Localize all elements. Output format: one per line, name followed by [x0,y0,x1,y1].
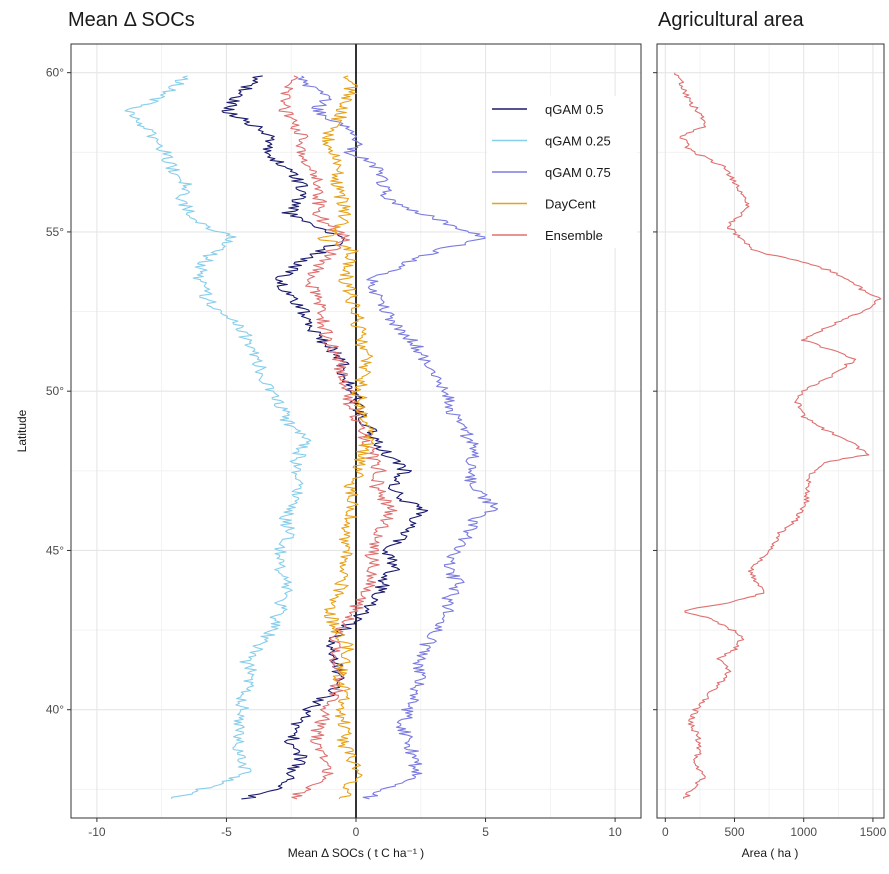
area-gridlines [657,44,884,818]
x-tick-label: -10 [88,825,106,839]
soc-x-axis-ticks: -10 -5 0 5 10 [88,818,622,839]
legend-label: qGAM 0.75 [545,165,611,180]
legend-label: qGAM 0.5 [545,102,604,117]
area-y-axis-ticks [653,72,657,711]
x-tick-label: 0 [662,825,669,839]
legend-label: DayCent [545,197,596,212]
x-tick-label: 1000 [790,825,817,839]
area-series-lines [674,72,882,799]
legend-label: qGAM 0.25 [545,134,611,149]
series-line-qgam-0-75 [297,75,499,800]
soc-y-axis-label: Latitude [15,409,29,452]
soc-panel-title: Mean Δ SOCs [68,9,195,31]
series-line-area [674,72,882,799]
soc-y-axis-ticks: 40° 45° 50° 55° 60° [46,66,71,717]
y-tick-label: 45° [46,543,64,557]
area-x-axis-ticks: 0 500 1000 1500 [662,818,887,839]
soc-series-lines [124,75,499,800]
soc-panel: Mean Δ SOCs -10 -5 0 5 10 40° 45° 50° 55° 60° Me… [15,9,642,860]
legend-label: Ensemble [545,228,603,243]
x-tick-label: -5 [221,825,232,839]
x-tick-label: 0 [353,825,360,839]
area-panel-title: Agricultural area [658,9,805,31]
x-tick-label: 10 [608,825,622,839]
area-panel-background [657,44,884,818]
y-tick-label: 50° [46,384,64,398]
series-line-qgam-0-25 [124,75,312,799]
area-panel: Agricultural area 0 500 1000 1500 Area ( ha… [653,9,887,860]
x-tick-label: 5 [482,825,489,839]
y-tick-label: 60° [46,66,64,80]
y-tick-label: 55° [46,225,64,239]
soc-x-axis-label: Mean Δ SOCs ( t C ha⁻¹ ) [288,846,424,860]
series-line-daycent [317,75,376,800]
legend: qGAM 0.5 qGAM 0.25 qGAM 0.75 DayCent Ensembl… [487,96,637,248]
y-tick-label: 40° [46,703,64,717]
x-tick-label: 1500 [860,825,887,839]
area-x-axis-label: Area ( ha ) [742,846,799,860]
x-tick-label: 500 [724,825,744,839]
area-panel-border [656,43,885,819]
series-line-ensemble [278,75,398,800]
